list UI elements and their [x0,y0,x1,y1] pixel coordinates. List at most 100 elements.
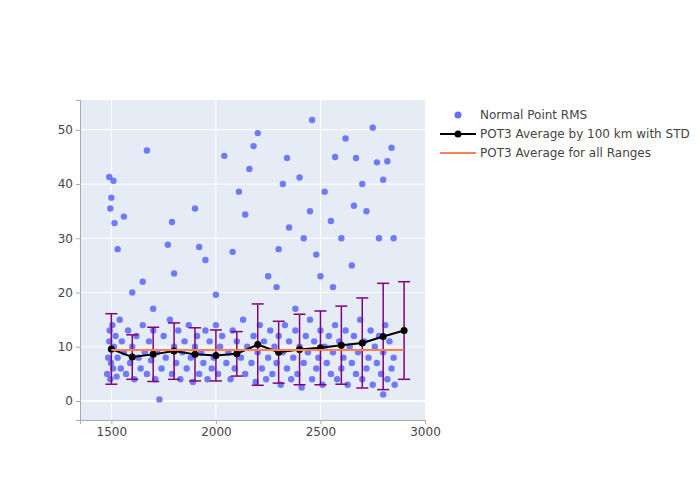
line-marker [380,333,387,340]
point [204,376,210,382]
point [351,333,357,339]
line-marker [192,351,199,358]
point [227,376,233,382]
point [353,155,359,161]
line-marker [171,348,178,355]
grid-line [80,184,425,185]
point [109,322,115,328]
point [250,333,256,339]
tick: 10 [58,340,80,354]
point [117,316,123,322]
plot-area [104,117,410,403]
point [246,166,252,172]
y-axis: 01020304050 [58,101,81,421]
point [217,344,223,350]
point [123,371,129,377]
point [365,354,371,360]
line-marker [338,342,345,349]
point [370,124,376,130]
plot-background [80,100,425,420]
legend-symbol [455,112,462,119]
point [242,371,248,377]
point [158,365,164,371]
point [133,333,139,339]
tick-label: 1500 [97,425,128,439]
point [144,371,150,377]
point [324,360,330,366]
line-marker [129,354,136,361]
point [267,327,273,333]
line-marker [359,339,366,346]
point [388,365,394,371]
point [386,338,392,344]
point [183,365,189,371]
series [104,117,398,403]
point [171,270,177,276]
tick-mark [111,420,112,424]
series [111,350,404,351]
tick-label: 2500 [306,425,337,439]
point [292,327,298,333]
error-bar [105,314,117,385]
tick: 1500 [97,420,128,439]
point [376,235,382,241]
point [114,246,120,252]
tick-mark [216,420,217,424]
point [140,322,146,328]
point [108,194,114,200]
point [105,354,111,360]
tick-mark [76,238,80,239]
point [280,181,286,187]
point [219,333,225,339]
point [311,338,317,344]
point [391,382,397,388]
point [202,257,208,263]
point [349,360,355,366]
line-marker [401,327,408,334]
tick-mark [76,184,80,185]
point [229,327,235,333]
point [374,360,380,366]
tick-label: 3000 [410,425,441,439]
tick-label: 2000 [201,425,232,439]
point [269,371,275,377]
point [338,235,344,241]
point [384,158,390,164]
point [328,371,334,377]
tick: 2500 [306,420,337,439]
line-marker [254,341,261,348]
point [196,371,202,377]
tick: 30 [58,232,80,246]
point [380,177,386,183]
point [112,333,118,339]
line-marker [212,352,219,359]
point [221,153,227,159]
line-marker [233,350,240,357]
tick-label: 0 [65,394,73,408]
point [342,327,348,333]
point [213,322,219,328]
point [321,188,327,194]
point [288,376,294,382]
point [328,218,334,224]
point [390,235,396,241]
point [202,327,208,333]
tick-mark [76,130,80,131]
point [213,292,219,298]
legend-label: Normal Point RMS [480,108,587,122]
point [107,205,113,211]
point [113,373,119,379]
point [390,354,396,360]
point [250,143,256,149]
point [175,327,181,333]
point [156,396,162,402]
tick-mark [425,420,426,424]
point [286,338,292,344]
point [351,203,357,209]
legend-symbol [440,152,476,154]
point [181,338,187,344]
point [349,262,355,268]
point [223,360,229,366]
point [114,354,120,360]
point [146,338,152,344]
